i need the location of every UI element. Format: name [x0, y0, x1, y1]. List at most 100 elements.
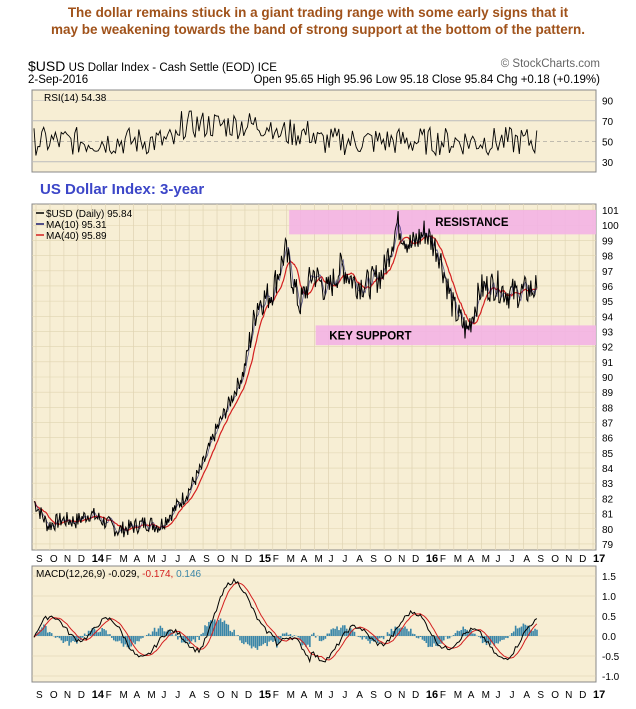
- price-y-tick: 91: [602, 358, 614, 369]
- macd-hist-bar: [60, 636, 63, 641]
- ma40-line: [33, 234, 537, 532]
- macd-hist-bar: [260, 636, 263, 646]
- support-band: [315, 325, 596, 346]
- headline-line-2: may be weakening towards the band of str…: [50, 22, 586, 37]
- macd-hist-bar: [433, 636, 435, 644]
- macd-hist-bar: [528, 626, 531, 636]
- price-y-tick: 88: [602, 403, 614, 414]
- support-label: KEY SUPPORT: [329, 330, 411, 342]
- macd-hist-bar: [107, 634, 109, 636]
- macd-hist-bar: [378, 636, 381, 639]
- macd-hist-bar: [291, 636, 294, 638]
- macd-hist-bar: [91, 628, 94, 636]
- macd-hist-bar: [512, 631, 515, 636]
- macd-hist-bar: [495, 636, 498, 644]
- macd-hist-bar: [171, 632, 173, 636]
- macd-hist-bar: [520, 626, 523, 636]
- macd-hist-bar: [338, 630, 340, 636]
- macd-hist-bar: [163, 631, 166, 636]
- macd-hist-bar: [285, 632, 288, 636]
- rsi-y-tick: 30: [602, 158, 614, 169]
- macd-hist-bar: [276, 636, 278, 648]
- macd-hist-bar: [281, 633, 284, 636]
- x-tick-label-price: N: [231, 554, 238, 565]
- x-tick-label-macd: N: [64, 690, 71, 701]
- macd-hist-bar: [437, 636, 439, 647]
- x-tick-label-price: M: [454, 554, 462, 565]
- macd-hist-bar: [388, 633, 391, 636]
- x-tick-label-price: D: [579, 554, 586, 565]
- macd-hist-bar: [446, 636, 449, 639]
- macd-hist-bar: [305, 636, 307, 647]
- macd-hist-bar: [221, 622, 224, 636]
- x-tick-label-macd: J: [328, 690, 333, 701]
- macd-hist-bar: [423, 636, 426, 641]
- x-tick-label-price: 14: [92, 553, 105, 565]
- macd-hist-bar: [421, 636, 424, 640]
- macd-hist-bar: [318, 636, 321, 641]
- macd-hist-bar: [151, 631, 154, 636]
- macd-hist-bar: [536, 629, 538, 636]
- macd-label: MACD(12,26,9) -0.029, -0.174, 0.146: [36, 569, 202, 580]
- macd-hist-bar: [279, 636, 282, 639]
- macd-hist-bar: [85, 634, 88, 636]
- macd-hist-bar: [427, 636, 430, 648]
- x-tick-label-price: S: [370, 554, 377, 565]
- price-y-tick: 85: [602, 449, 614, 460]
- macd-line: [33, 578, 538, 664]
- macd-hist-bar: [93, 628, 96, 636]
- price-y-tick: 90: [602, 373, 614, 384]
- macd-hist-bar: [460, 629, 463, 636]
- macd-hist-bar: [373, 636, 375, 642]
- macd-hist-bar: [312, 632, 315, 636]
- x-tick-label-macd: A: [468, 690, 475, 701]
- macd-hist-bar: [41, 627, 43, 636]
- x-tick-label-macd: J: [161, 690, 166, 701]
- macd-hist-bar: [219, 618, 222, 636]
- chart-headline: The dollar remains stiuck in a giant tra…: [8, 4, 628, 38]
- x-tick-label-macd: A: [301, 690, 308, 701]
- macd-hist-bar: [134, 636, 136, 645]
- x-tick-label-macd: J: [342, 690, 347, 701]
- macd-hist-bar: [534, 628, 536, 636]
- x-tick-label-price: J: [161, 554, 166, 565]
- macd-hist-bar: [81, 636, 84, 638]
- macd-hist-bar: [76, 636, 78, 644]
- macd-hist-bar: [417, 636, 420, 639]
- x-tick-label-macd: D: [579, 690, 586, 701]
- macd-hist-bar: [415, 636, 418, 638]
- macd-hist-bar: [499, 636, 501, 642]
- macd-hist-bar: [165, 631, 168, 636]
- macd-hist-bar: [501, 636, 503, 640]
- macd-hist-bar: [320, 636, 323, 642]
- rsi-line: [33, 110, 538, 157]
- macd-hist-bar: [452, 635, 455, 636]
- macd-hist-bar: [196, 636, 199, 637]
- macd-hist-bar: [390, 628, 393, 636]
- macd-hist-bar: [153, 627, 156, 636]
- macd-hist-bar: [241, 636, 243, 644]
- price-line: [33, 211, 538, 538]
- macd-hist-bar: [192, 636, 195, 640]
- macd-hist-bar: [458, 631, 461, 636]
- macd-hist-bar: [526, 625, 529, 636]
- macd-hist-bar: [109, 634, 111, 636]
- macd-hist-bar: [351, 629, 354, 636]
- macd-hist-bar: [474, 633, 476, 636]
- macd-hist-bar: [505, 636, 507, 638]
- x-tick-label-price: M: [315, 554, 323, 565]
- macd-hist-bar: [145, 634, 148, 636]
- price-y-tick: 87: [602, 419, 614, 430]
- rsi-panel: [31, 89, 597, 173]
- macd-hist-bar: [342, 625, 344, 636]
- macd-hist-bar: [411, 633, 414, 636]
- x-tick-label-macd: A: [523, 690, 530, 701]
- macd-hist-bar: [419, 636, 422, 637]
- macd-hist-bar: [462, 626, 465, 636]
- macd-panel: [31, 565, 597, 683]
- x-tick-label-price: M: [147, 554, 155, 565]
- price-y-tick: 101: [602, 206, 619, 217]
- macd-hist-bar: [425, 636, 428, 644]
- x-tick-label-price: 16: [426, 553, 438, 565]
- macd-hist-bar: [155, 631, 158, 636]
